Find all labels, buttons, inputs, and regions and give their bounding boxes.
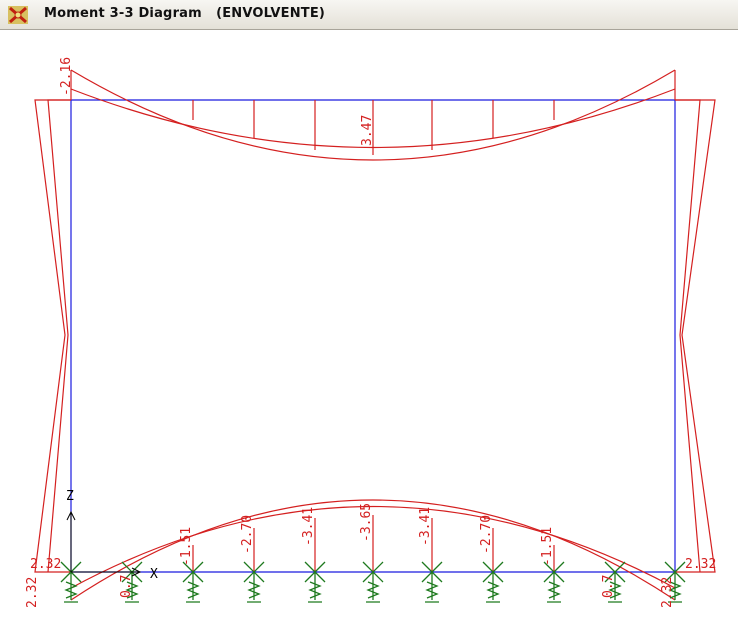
right-column-diagram: [675, 99, 716, 573]
support-7: [421, 561, 443, 603]
label-left-col-bottom: 2.32: [30, 557, 61, 572]
moment-diagram: Z X -2.16 3.47 2.32 2.32 2.32 2.32 0.7 -…: [25, 57, 716, 608]
support-11: [664, 561, 686, 603]
support-8: [482, 561, 504, 603]
label-bottom-8: -1.51: [540, 527, 555, 566]
label-bottom-6: -3.41: [418, 507, 433, 546]
left-column-diagram: [34, 99, 71, 573]
z-axis-label: Z: [66, 489, 74, 504]
label-bottom-3: -2.70: [240, 515, 255, 554]
label-bottom-5: -3.65: [359, 503, 374, 542]
label-bottom-4: -3.41: [301, 507, 316, 546]
support-5: [304, 561, 326, 603]
label-right-col-bottom: 2.32: [685, 557, 716, 572]
label-bottom-right-end: 2.32: [660, 577, 675, 608]
label-bottom-9: 0.7: [601, 575, 616, 598]
label-bottom-1: 0.7: [119, 575, 134, 598]
axes-indicator: [66, 510, 142, 577]
label-bottom-2: -1.51: [179, 527, 194, 566]
bottom-beam-diagram: [70, 499, 676, 601]
support-3: [182, 561, 204, 603]
label-top-left-corner: -2.16: [59, 57, 74, 96]
support-6: [362, 561, 384, 603]
frame: [70, 99, 676, 573]
support-10: [604, 561, 626, 603]
window-title: Moment 3-3 Diagram (ENVOLVENTE): [44, 6, 326, 21]
label-bottom-7: -2.70: [479, 515, 494, 554]
diagram-canvas[interactable]: Z X -2.16 3.47 2.32 2.32 2.32 2.32 0.7 -…: [0, 30, 738, 617]
support-9: [543, 561, 565, 603]
label-top-beam-mid: 3.47: [360, 115, 375, 146]
x-axis-label: X: [150, 567, 158, 582]
title-bar[interactable]: Moment 3-3 Diagram (ENVOLVENTE): [0, 0, 738, 30]
support-4: [243, 561, 265, 603]
label-bottom-left-end: 2.32: [25, 577, 40, 608]
sap-app-icon[interactable]: [8, 6, 28, 24]
top-beam-diagram: [70, 69, 676, 161]
